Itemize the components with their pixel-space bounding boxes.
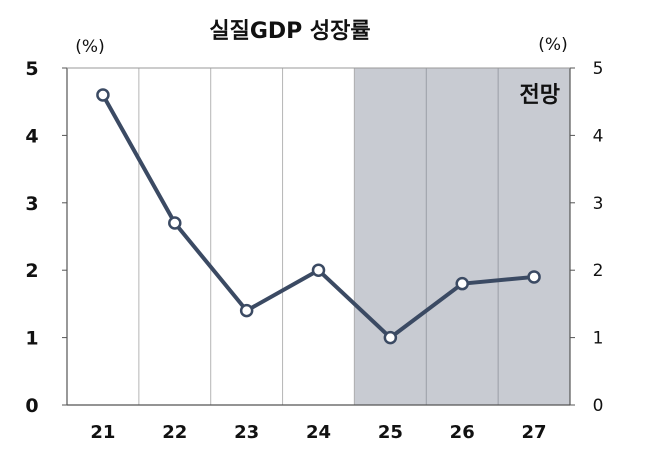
y-tick-label-left: 1: [25, 328, 38, 350]
y-tick-label-left: 4: [25, 125, 38, 147]
y-tick-label-right: 3: [593, 194, 604, 214]
data-point-25: [383, 330, 398, 345]
x-tick-label: 25: [378, 422, 403, 443]
left-axis-unit: (%): [75, 37, 104, 57]
data-point-22: [168, 216, 182, 230]
data-point-21: [96, 88, 110, 102]
x-tick-label: 22: [162, 422, 187, 443]
x-tick-label: 23: [234, 422, 259, 443]
forecast-shading: [353, 67, 571, 406]
y-tick-label-right: 0: [593, 396, 604, 416]
data-point-24: [311, 263, 326, 277]
chart-title: 실질GDP 성장률: [209, 19, 370, 44]
data-point-27: [527, 270, 541, 284]
x-tick-label: 27: [522, 422, 547, 443]
x-tick-label: 21: [90, 422, 115, 443]
y-tick-label-left: 0: [25, 395, 38, 417]
y-tick-label-right: 2: [593, 261, 604, 281]
y-tick-label-right: 1: [593, 329, 604, 349]
data-point-23: [239, 303, 254, 318]
data-point-26: [455, 276, 469, 291]
x-tick-label: 24: [306, 422, 331, 443]
y-tick-label-right: 4: [593, 126, 604, 146]
y-tick-label-left: 3: [25, 193, 38, 215]
y-tick-label-right: 5: [593, 59, 604, 79]
forecast-label: 전망: [520, 83, 560, 108]
x-tick-label: 26: [450, 422, 475, 443]
y-tick-label-left: 2: [25, 260, 38, 282]
right-axis-unit: (%): [538, 35, 567, 55]
y-tick-label-left: 5: [25, 58, 38, 80]
